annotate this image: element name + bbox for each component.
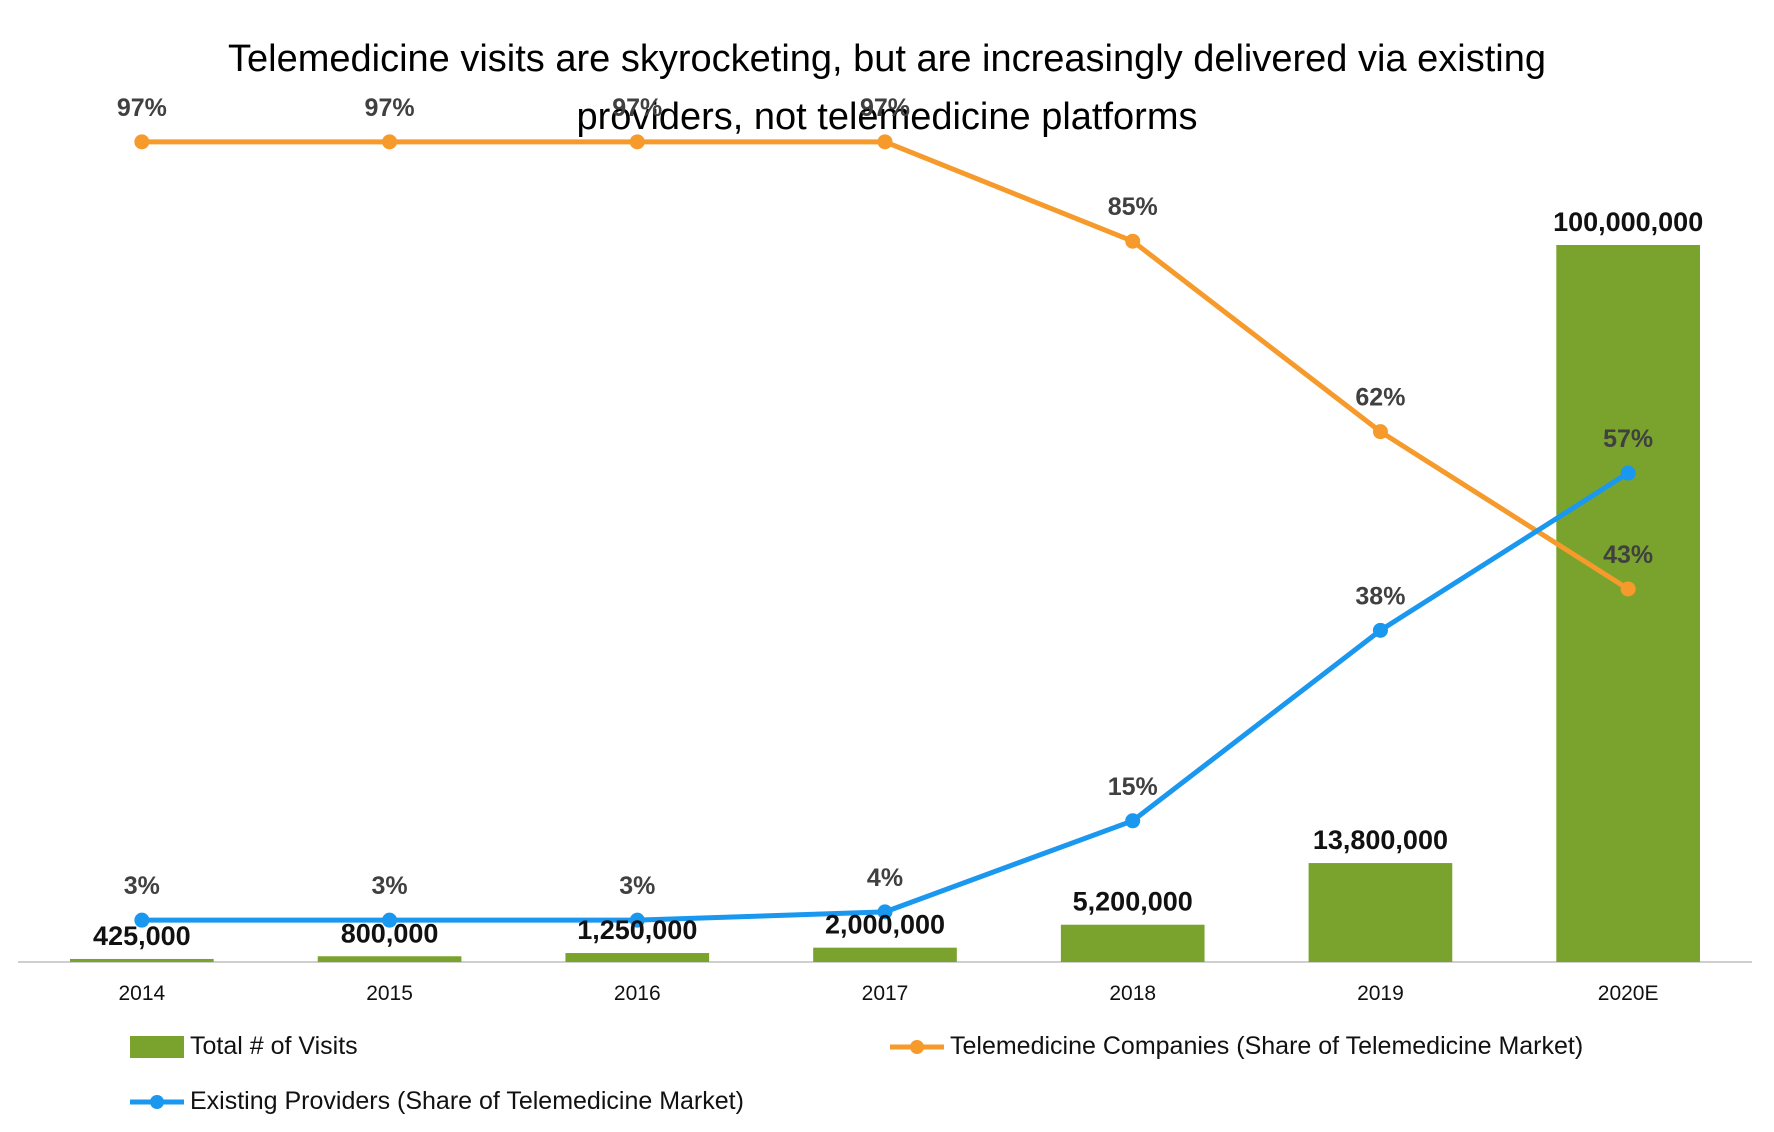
bar-label-2020e: 100,000,000 <box>1553 207 1703 237</box>
point-existing-providers-2015 <box>382 912 398 928</box>
point-telemedicine-companies-2016 <box>629 134 645 150</box>
point-telemedicine-companies-2019 <box>1372 424 1388 440</box>
x-tick-label-2019: 2019 <box>1357 982 1404 1005</box>
data-label-telemedicine-companies-2015: 97% <box>365 94 415 122</box>
bar-2014 <box>70 958 214 962</box>
legend-item-existing-providers: Existing Providers (Share of Telemedicin… <box>130 1087 744 1116</box>
bar-2018 <box>1060 924 1205 962</box>
bar-label-2017: 2,000,000 <box>825 910 945 940</box>
bar-2019 <box>1308 863 1453 962</box>
point-telemedicine-companies-2014 <box>134 134 150 150</box>
legend-label-telemedicine-companies: Telemedicine Companies (Share of Telemed… <box>950 1032 1584 1060</box>
data-label-telemedicine-companies-2020e: 43% <box>1603 541 1653 569</box>
legend-swatch-telemedicine-companies <box>890 1039 944 1054</box>
x-tick-label-2014: 2014 <box>118 982 165 1005</box>
bar-label-2018: 5,200,000 <box>1073 887 1193 917</box>
x-tick-label-2017: 2017 <box>862 982 909 1005</box>
bar-2020e <box>1556 245 1700 962</box>
x-tick-label-2020e: 2020E <box>1598 982 1659 1005</box>
point-existing-providers-2018 <box>1125 813 1141 829</box>
data-label-existing-providers-2016: 3% <box>619 872 655 900</box>
data-label-telemedicine-companies-2019: 62% <box>1355 384 1405 412</box>
chart-title: Telemedicine visits are skyrocketing, bu… <box>0 30 1774 146</box>
point-telemedicine-companies-2020e <box>1620 581 1636 597</box>
bar-label-2019: 13,800,000 <box>1313 825 1448 855</box>
data-label-telemedicine-companies-2014: 97% <box>117 94 167 122</box>
bar-2017 <box>813 947 957 962</box>
point-existing-providers-2020e <box>1620 465 1636 481</box>
data-label-telemedicine-companies-2017: 97% <box>860 94 910 122</box>
chart-title-line-1: Telemedicine visits are skyrocketing, bu… <box>228 38 1546 80</box>
bar-label-2014: 425,000 <box>93 921 191 951</box>
data-label-existing-providers-2014: 3% <box>124 872 160 900</box>
legend-item-visits: Total # of Visits <box>130 1032 358 1061</box>
bar-2016 <box>565 953 710 962</box>
point-telemedicine-companies-2017 <box>877 134 893 150</box>
series-line-telemedicine-companies <box>139 139 1631 592</box>
x-tick-label-2015: 2015 <box>366 982 413 1005</box>
data-label-existing-providers-2017: 4% <box>867 864 903 892</box>
legend-swatch-existing-providers <box>130 1094 184 1109</box>
bar-2015 <box>317 956 462 962</box>
data-label-existing-providers-2015: 3% <box>372 872 408 900</box>
point-existing-providers-2016 <box>629 912 645 928</box>
data-label-telemedicine-companies-2016: 97% <box>612 94 662 122</box>
legend-swatch-visits <box>130 1035 184 1058</box>
data-label-existing-providers-2019: 38% <box>1355 582 1405 610</box>
data-label-telemedicine-companies-2018: 85% <box>1108 193 1158 221</box>
bar-label-2015: 800,000 <box>341 918 439 948</box>
point-existing-providers-2019 <box>1372 622 1388 638</box>
legend-label-existing-providers: Existing Providers (Share of Telemedicin… <box>190 1087 744 1115</box>
data-label-existing-providers-2020e: 57% <box>1603 425 1653 453</box>
x-tick-label-2018: 2018 <box>1109 982 1156 1005</box>
x-tick-label-2016: 2016 <box>614 982 661 1005</box>
bar-label-2016: 1,250,000 <box>577 915 697 945</box>
legend-item-telemedicine-companies: Telemedicine Companies (Share of Telemed… <box>890 1032 1583 1061</box>
point-telemedicine-companies-2018 <box>1125 233 1141 249</box>
legend-label-visits: Total # of Visits <box>190 1032 358 1060</box>
point-telemedicine-companies-2015 <box>382 134 398 150</box>
chart-title-line-2: providers, not telemedicine platforms <box>576 96 1198 138</box>
data-label-existing-providers-2018: 15% <box>1108 773 1158 801</box>
point-existing-providers-2014 <box>134 912 150 928</box>
point-existing-providers-2017 <box>877 904 893 920</box>
